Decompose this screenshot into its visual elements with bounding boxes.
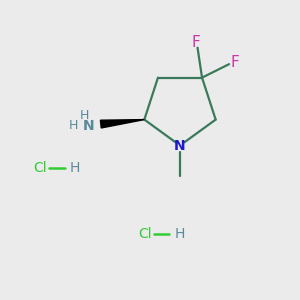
Polygon shape (100, 120, 144, 128)
Text: N: N (83, 118, 94, 133)
Text: Cl: Cl (33, 161, 46, 175)
Text: H: H (69, 119, 78, 132)
Text: H: H (80, 109, 89, 122)
Text: F: F (192, 35, 200, 50)
Text: F: F (230, 55, 239, 70)
Text: H: H (175, 227, 185, 241)
Text: N: N (174, 139, 186, 152)
Text: H: H (70, 161, 80, 175)
Text: Cl: Cl (138, 227, 152, 241)
